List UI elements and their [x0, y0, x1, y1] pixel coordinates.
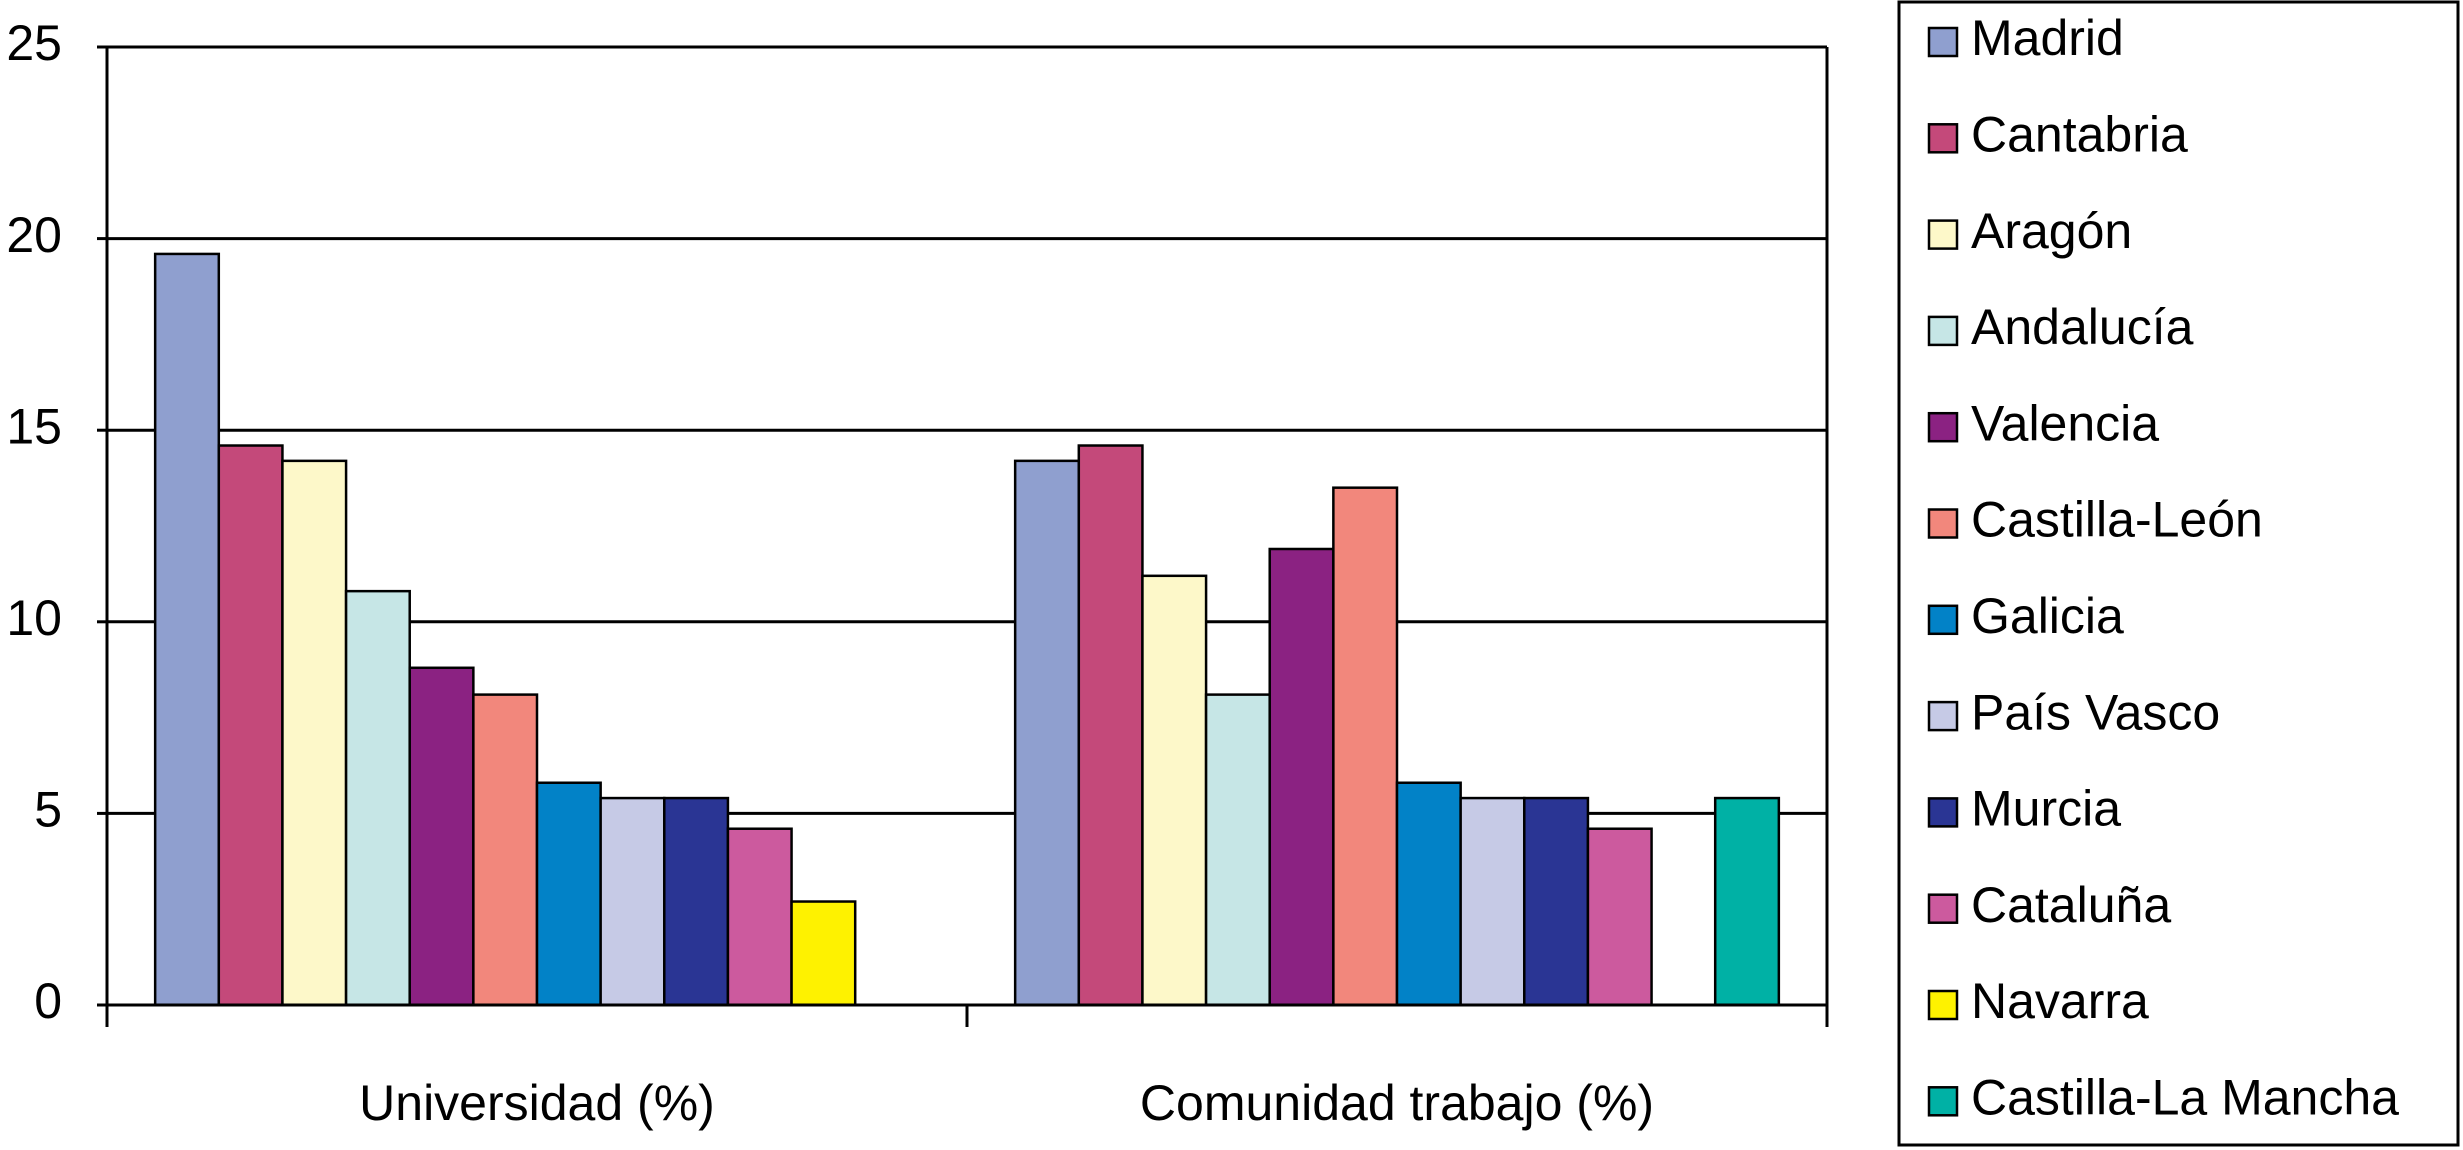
legend-swatch: [1927, 893, 1959, 924]
bar: [281, 459, 348, 1007]
legend-swatch: [1927, 123, 1959, 154]
bar: [1459, 796, 1526, 1007]
bar: [217, 444, 284, 1007]
bar: [599, 796, 666, 1007]
bar: [408, 666, 475, 1007]
legend-label: Aragón: [1971, 203, 2132, 259]
bar: [1204, 693, 1271, 1007]
bar: [535, 781, 602, 1007]
legend-label: Madrid: [1971, 10, 2124, 66]
legend-swatch: [1927, 1086, 1959, 1117]
legend-swatch: [1927, 219, 1959, 250]
legend-label: Galicia: [1971, 588, 2124, 644]
x-tick-label: Universidad (%): [359, 1075, 715, 1131]
bar: [726, 827, 793, 1007]
legend-label: Cantabria: [1971, 107, 2188, 163]
legend-label: Castilla-León: [1971, 492, 2263, 548]
y-tick-label: 10: [6, 590, 62, 646]
y-tick-label: 5: [34, 782, 62, 838]
bar: [1713, 796, 1781, 1007]
legend-box: [1897, 0, 2460, 1147]
legend-label: Navarra: [1971, 973, 2149, 1029]
legend-label: Andalucía: [1971, 299, 2194, 355]
legend-swatch: [1927, 26, 1959, 58]
bar: [344, 589, 411, 1007]
legend-swatch: [1927, 315, 1959, 347]
bar: [1395, 781, 1462, 1007]
bar: [1332, 486, 1399, 1007]
legend-swatch: [1927, 411, 1959, 443]
bar: [790, 900, 857, 1007]
y-tick-label: 25: [6, 15, 62, 71]
legend-label: Cataluña: [1971, 877, 2171, 933]
legend-label: País Vasco: [1971, 684, 2220, 740]
legend-label: Murcia: [1971, 781, 2121, 837]
y-tick-label: 0: [34, 973, 62, 1029]
legend-swatch: [1927, 797, 1959, 828]
legend-swatch: [1927, 604, 1959, 636]
legend-swatch: [1927, 700, 1959, 732]
legend-label: Valencia: [1971, 395, 2159, 451]
bar: [663, 796, 730, 1007]
x-tick-label: Comunidad trabajo (%): [1140, 1075, 1654, 1131]
bar: [1586, 827, 1653, 1007]
legend-swatch: [1927, 989, 1959, 1021]
bar: [1013, 459, 1081, 1007]
y-tick-label: 15: [6, 398, 62, 454]
bar: [1268, 547, 1335, 1007]
bar: [1141, 574, 1208, 1007]
bar: [1523, 796, 1590, 1007]
legend-label: Castilla-La Mancha: [1971, 1070, 2399, 1126]
bar: [472, 693, 539, 1007]
bar: [1077, 444, 1144, 1007]
y-tick-label: 20: [6, 207, 62, 263]
legend-swatch: [1927, 508, 1959, 539]
bar: [153, 252, 221, 1007]
